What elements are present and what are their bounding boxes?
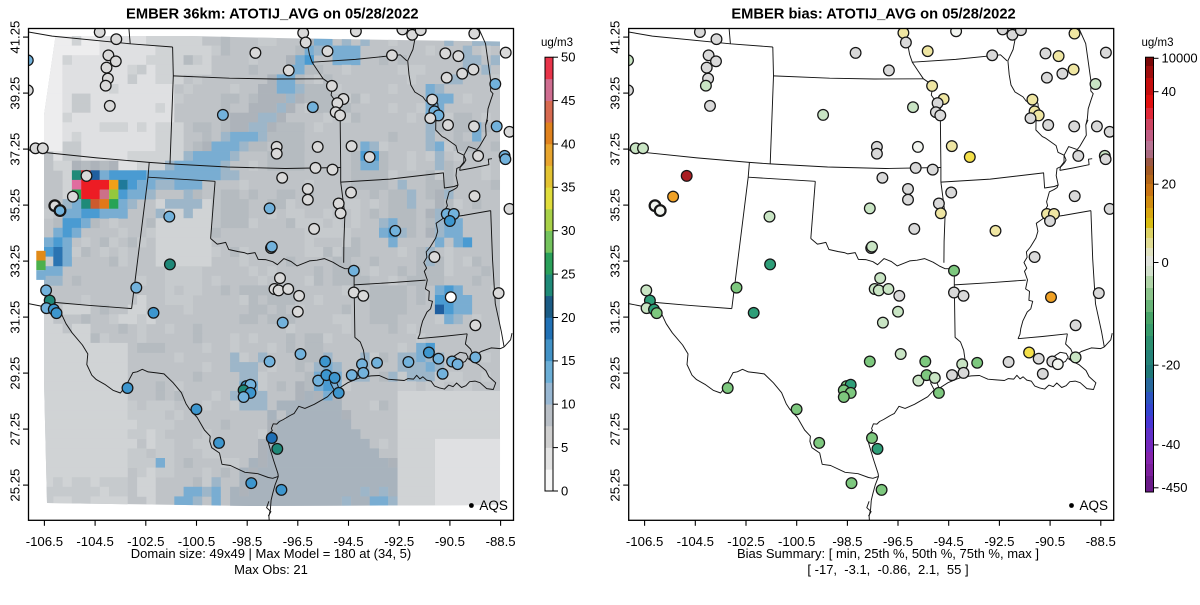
svg-text:AQS: AQS — [1080, 498, 1109, 513]
svg-text:-92.5: -92.5 — [384, 534, 414, 549]
svg-text:-102.5: -102.5 — [727, 534, 764, 549]
svg-text:ug/m3: ug/m3 — [541, 37, 573, 49]
svg-text:-106.5: -106.5 — [26, 534, 63, 549]
svg-text:10000: 10000 — [1162, 51, 1198, 66]
svg-text:-104.5: -104.5 — [677, 534, 714, 549]
svg-text:-100.5: -100.5 — [178, 534, 215, 549]
svg-text:30: 30 — [561, 223, 575, 238]
svg-text:-96.5: -96.5 — [883, 534, 913, 549]
svg-text:-102.5: -102.5 — [127, 534, 164, 549]
svg-text:25.25: 25.25 — [608, 469, 623, 502]
svg-text:-40: -40 — [1162, 437, 1181, 452]
svg-text:-94.5: -94.5 — [333, 534, 363, 549]
svg-text:33.25: 33.25 — [8, 245, 23, 278]
svg-text:35: 35 — [561, 180, 575, 195]
svg-text:41.25: 41.25 — [608, 21, 623, 54]
svg-text:-96.5: -96.5 — [283, 534, 313, 549]
svg-text:29.25: 29.25 — [608, 357, 623, 390]
svg-text:31.25: 31.25 — [608, 301, 623, 334]
svg-text:[ -17, -3.1, -0.86, 2.1, 5: [ -17, -3.1, -0.86, 2.1, 55 ] — [807, 562, 968, 577]
svg-text:35.25: 35.25 — [8, 189, 23, 222]
svg-text:40: 40 — [1162, 84, 1176, 99]
svg-text:25: 25 — [561, 266, 575, 281]
svg-text:37.25: 37.25 — [8, 133, 23, 166]
svg-text:20: 20 — [1162, 177, 1176, 192]
svg-text:0: 0 — [1162, 255, 1169, 270]
svg-text:45: 45 — [561, 93, 575, 108]
svg-text:50: 50 — [561, 50, 575, 65]
svg-text:10: 10 — [561, 397, 575, 412]
svg-text:-106.5: -106.5 — [626, 534, 663, 549]
svg-text:39.25: 39.25 — [608, 77, 623, 110]
svg-text:-450: -450 — [1162, 480, 1188, 495]
svg-text:-104.5: -104.5 — [76, 534, 113, 549]
svg-text:-88.5: -88.5 — [486, 534, 516, 549]
svg-text:-98.5: -98.5 — [232, 534, 262, 549]
svg-text:ug/m3: ug/m3 — [1142, 37, 1174, 49]
svg-text:-100.5: -100.5 — [778, 534, 815, 549]
svg-text:20: 20 — [561, 310, 575, 325]
svg-text:37.25: 37.25 — [608, 133, 623, 166]
svg-text:41.25: 41.25 — [8, 21, 23, 54]
svg-text:31.25: 31.25 — [8, 301, 23, 334]
svg-text:-90.5: -90.5 — [1035, 534, 1065, 549]
svg-text:-88.5: -88.5 — [1086, 534, 1116, 549]
svg-text:35.25: 35.25 — [608, 189, 623, 222]
svg-text:33.25: 33.25 — [608, 245, 623, 278]
svg-text:EMBER bias: ATOTIJ_AVG on 05/2: EMBER bias: ATOTIJ_AVG on 05/28/2022 — [731, 7, 1015, 23]
svg-text:EMBER 36km: ATOTIJ_AVG on 05/2: EMBER 36km: ATOTIJ_AVG on 05/28/2022 — [126, 7, 419, 23]
svg-text:0: 0 — [561, 483, 568, 498]
svg-text:27.25: 27.25 — [8, 413, 23, 446]
svg-text:Domain size: 49x49 | Max Model: Domain size: 49x49 | Max Model = 180 at … — [131, 546, 412, 561]
svg-text:AQS: AQS — [479, 498, 508, 513]
svg-text:27.25: 27.25 — [608, 413, 623, 446]
svg-text:Max Obs: 21: Max Obs: 21 — [234, 562, 308, 577]
svg-text:29.25: 29.25 — [8, 357, 23, 390]
svg-text:-90.5: -90.5 — [435, 534, 465, 549]
svg-text:5: 5 — [561, 440, 568, 455]
svg-text:15: 15 — [561, 353, 575, 368]
svg-text:-20: -20 — [1162, 358, 1181, 373]
svg-text:-92.5: -92.5 — [984, 534, 1014, 549]
svg-text:Bias Summary: [ min, 25th %, 5: Bias Summary: [ min, 25th %, 50th %, 75t… — [737, 546, 1039, 561]
svg-text:-98.5: -98.5 — [832, 534, 862, 549]
svg-text:-94.5: -94.5 — [934, 534, 964, 549]
svg-text:39.25: 39.25 — [8, 77, 23, 110]
svg-text:25.25: 25.25 — [8, 469, 23, 502]
svg-text:40: 40 — [561, 136, 575, 151]
